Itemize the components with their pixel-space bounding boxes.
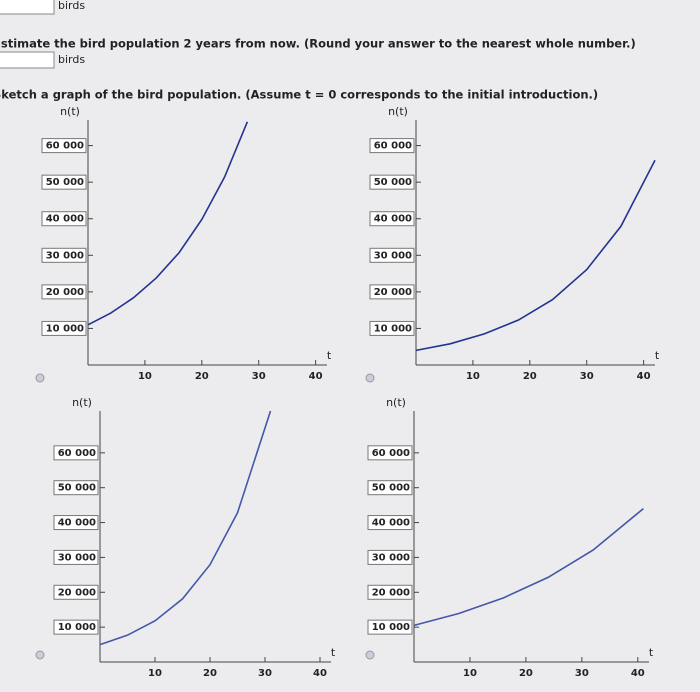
y-axis-label: n(t) [388,105,408,118]
y-tick-box [367,549,413,565]
data-line [413,507,644,627]
radio-button[interactable] [365,650,375,660]
y-tick-box [369,247,415,263]
question: Estimate the bird population 2 years fro… [0,37,636,51]
y-tick-box [53,619,99,635]
y-tick-label: 10 000 [372,622,410,633]
answer-input[interactable] [0,51,55,69]
y-tick-label: 40 000 [372,518,410,529]
y-tick-box [41,284,87,300]
radio-button[interactable] [35,650,45,660]
y-tick-label: 10 000 [374,323,412,334]
y-tick-box [53,549,99,565]
x-tick-label: 10 [138,371,152,382]
x-tick-label: 30 [575,668,589,679]
y-tick-box [367,515,413,531]
x-tick-label: 30 [258,668,272,679]
y-tick-label: 40 000 [46,214,84,225]
x-tick-label: 30 [580,371,594,382]
y-tick-box [369,138,415,154]
question: Sketch a graph of the bird population. (… [0,88,598,102]
y-tick-label: 50 000 [58,483,96,494]
x-tick-label: 10 [463,668,477,679]
y-axis-label: n(t) [386,396,406,409]
y-tick-label: 60 000 [58,448,96,459]
y-tick-box [367,584,413,600]
x-axis-label: t [655,349,660,362]
y-tick-box [41,320,87,336]
y-tick-label: 50 000 [374,177,412,188]
y-tick-label: 30 000 [372,552,410,563]
y-tick-box [369,320,415,336]
x-axis-label: t [331,646,336,659]
x-tick-label: 10 [466,371,480,382]
y-tick-box [41,174,87,190]
x-tick-label: 40 [309,371,323,382]
y-tick-box [41,247,87,263]
data-line [87,121,249,326]
y-tick-label: 40 000 [58,518,96,529]
x-tick-label: 40 [637,371,651,382]
y-tick-box [53,480,99,496]
y-tick-label: 30 000 [46,250,84,261]
y-tick-label: 20 000 [46,287,84,298]
y-tick-box [369,211,415,227]
y-axis-label: n(t) [72,396,92,409]
x-tick-label: 30 [252,371,266,382]
y-tick-box [53,445,99,461]
y-tick-label: 20 000 [374,287,412,298]
y-tick-box [367,480,413,496]
radio-button[interactable] [365,373,375,383]
y-tick-label: 60 000 [372,448,410,459]
y-tick-box [41,211,87,227]
y-tick-label: 30 000 [58,552,96,563]
data-line [415,159,656,352]
y-tick-box [53,515,99,531]
y-tick-label: 20 000 [58,587,96,598]
x-tick-label: 20 [523,371,537,382]
y-tick-label: 50 000 [372,483,410,494]
y-tick-label: 60 000 [46,141,84,152]
data-line [99,410,272,646]
y-tick-box [369,174,415,190]
y-tick-label: 20 000 [372,587,410,598]
y-tick-label: 60 000 [374,141,412,152]
y-tick-box [367,445,413,461]
radio-button[interactable] [35,373,45,383]
y-axis-label: n(t) [60,105,80,118]
x-tick-label: 20 [203,668,217,679]
x-tick-label: 40 [631,668,645,679]
x-tick-label: 10 [148,668,162,679]
y-tick-box [53,584,99,600]
y-tick-label: 50 000 [46,177,84,188]
y-tick-label: 30 000 [374,250,412,261]
y-tick-box [41,138,87,154]
y-tick-label: 40 000 [374,214,412,225]
x-axis-label: t [327,349,332,362]
answer-input[interactable] [0,0,55,15]
x-tick-label: 40 [313,668,327,679]
x-tick-label: 20 [195,371,209,382]
x-axis-label: t [649,646,654,659]
y-tick-label: 10 000 [46,323,84,334]
y-tick-label: 10 000 [58,622,96,633]
x-tick-label: 20 [519,668,533,679]
y-tick-box [367,619,413,635]
unit-label: birds [58,0,85,12]
unit-label: birds [58,53,85,66]
y-tick-box [369,284,415,300]
